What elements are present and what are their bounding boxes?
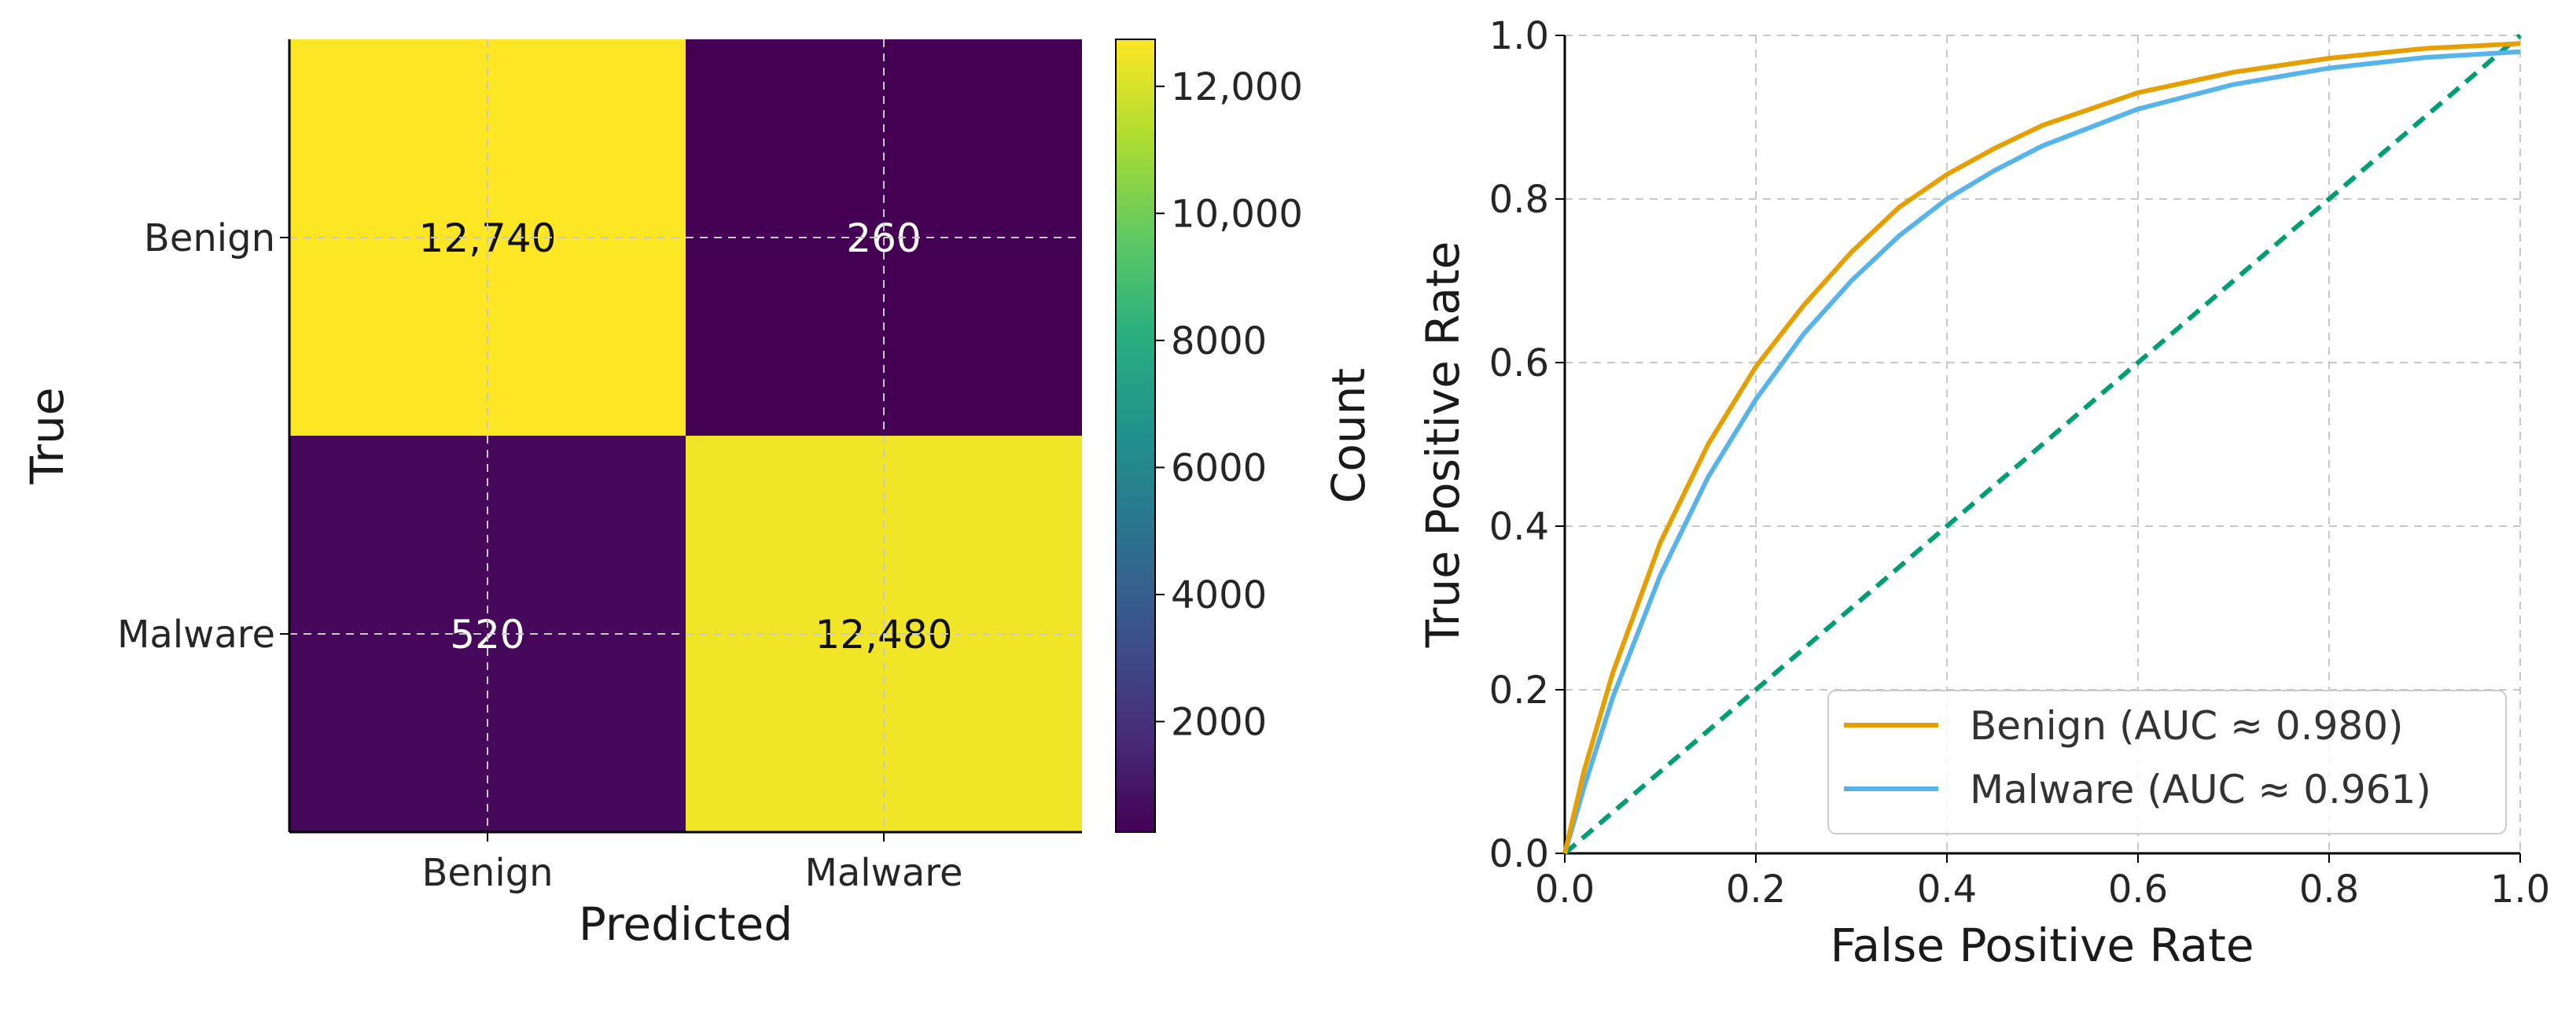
colorbar-label: Count [1322,368,1375,503]
legend-label-benign: Benign (AUC ≈ 0.980) [1970,703,2404,749]
confusion-matrix-axes [288,39,1082,834]
cm-x-tick-label: Malware [804,851,962,895]
cm-x-axis-label: Predicted [579,897,793,951]
legend-frame [1827,690,2507,834]
roc-x-tick-label: 0.0 [1535,867,1595,912]
roc-x-axis-label: False Positive Rate [1830,919,2254,972]
roc-legend: Benign (AUC ≈ 0.980) Malware (AUC ≈ 0.96… [1827,690,2507,834]
roc-panel: 0.0 0.2 0.4 0.6 0.8 1.0 0.0 0.2 0.4 0.6 0.8 1.0 Fa… [1416,14,2550,972]
colorbar-tick-label: 2000 [1171,700,1267,744]
roc-y-tick-label: 1.0 [1489,14,1549,58]
roc-y-tick-label: 0.2 [1489,669,1549,713]
roc-y-tick-label: 0.6 [1489,341,1549,385]
roc-y-tick-label: 0.8 [1489,178,1549,222]
roc-line-benign [1562,41,2521,854]
colorbar-tick-label: 4000 [1171,573,1267,617]
roc-y-tick-label: 0.0 [1489,832,1549,876]
roc-x-tick-label: 0.2 [1726,867,1786,912]
roc-x-tick-label: 0.6 [2108,867,2168,912]
colorbar-tick-label: 12,000 [1171,65,1303,109]
colorbar-gradient [1115,39,1156,833]
cm-y-axis-label: True [20,387,74,484]
legend-label-malware: Malware (AUC ≈ 0.961) [1970,767,2431,812]
roc-x-tick-label: 0.4 [1917,867,1977,912]
roc-x-tick-label: 1.0 [2490,867,2550,912]
cm-y-tick-label: Malware [117,613,275,657]
roc-chance-line [1563,33,2522,856]
colorbar-tick-label: 10,000 [1171,192,1303,236]
cm-x-tick-label: Benign [421,851,553,895]
roc-y-tick-label: 0.4 [1489,505,1549,549]
colorbar: 2000 4000 6000 8000 10,000 12,000 Count [1115,39,1375,833]
roc-x-tick-label: 0.8 [2299,867,2359,912]
cm-y-tick-label: Benign [144,216,275,260]
roc-axes [1563,35,2520,855]
roc-y-axis-label: True Positive Rate [1416,241,1470,649]
colorbar-tick-label: 6000 [1171,446,1267,490]
colorbar-tick-label: 8000 [1171,319,1267,363]
roc-line-malware [1562,49,2521,854]
